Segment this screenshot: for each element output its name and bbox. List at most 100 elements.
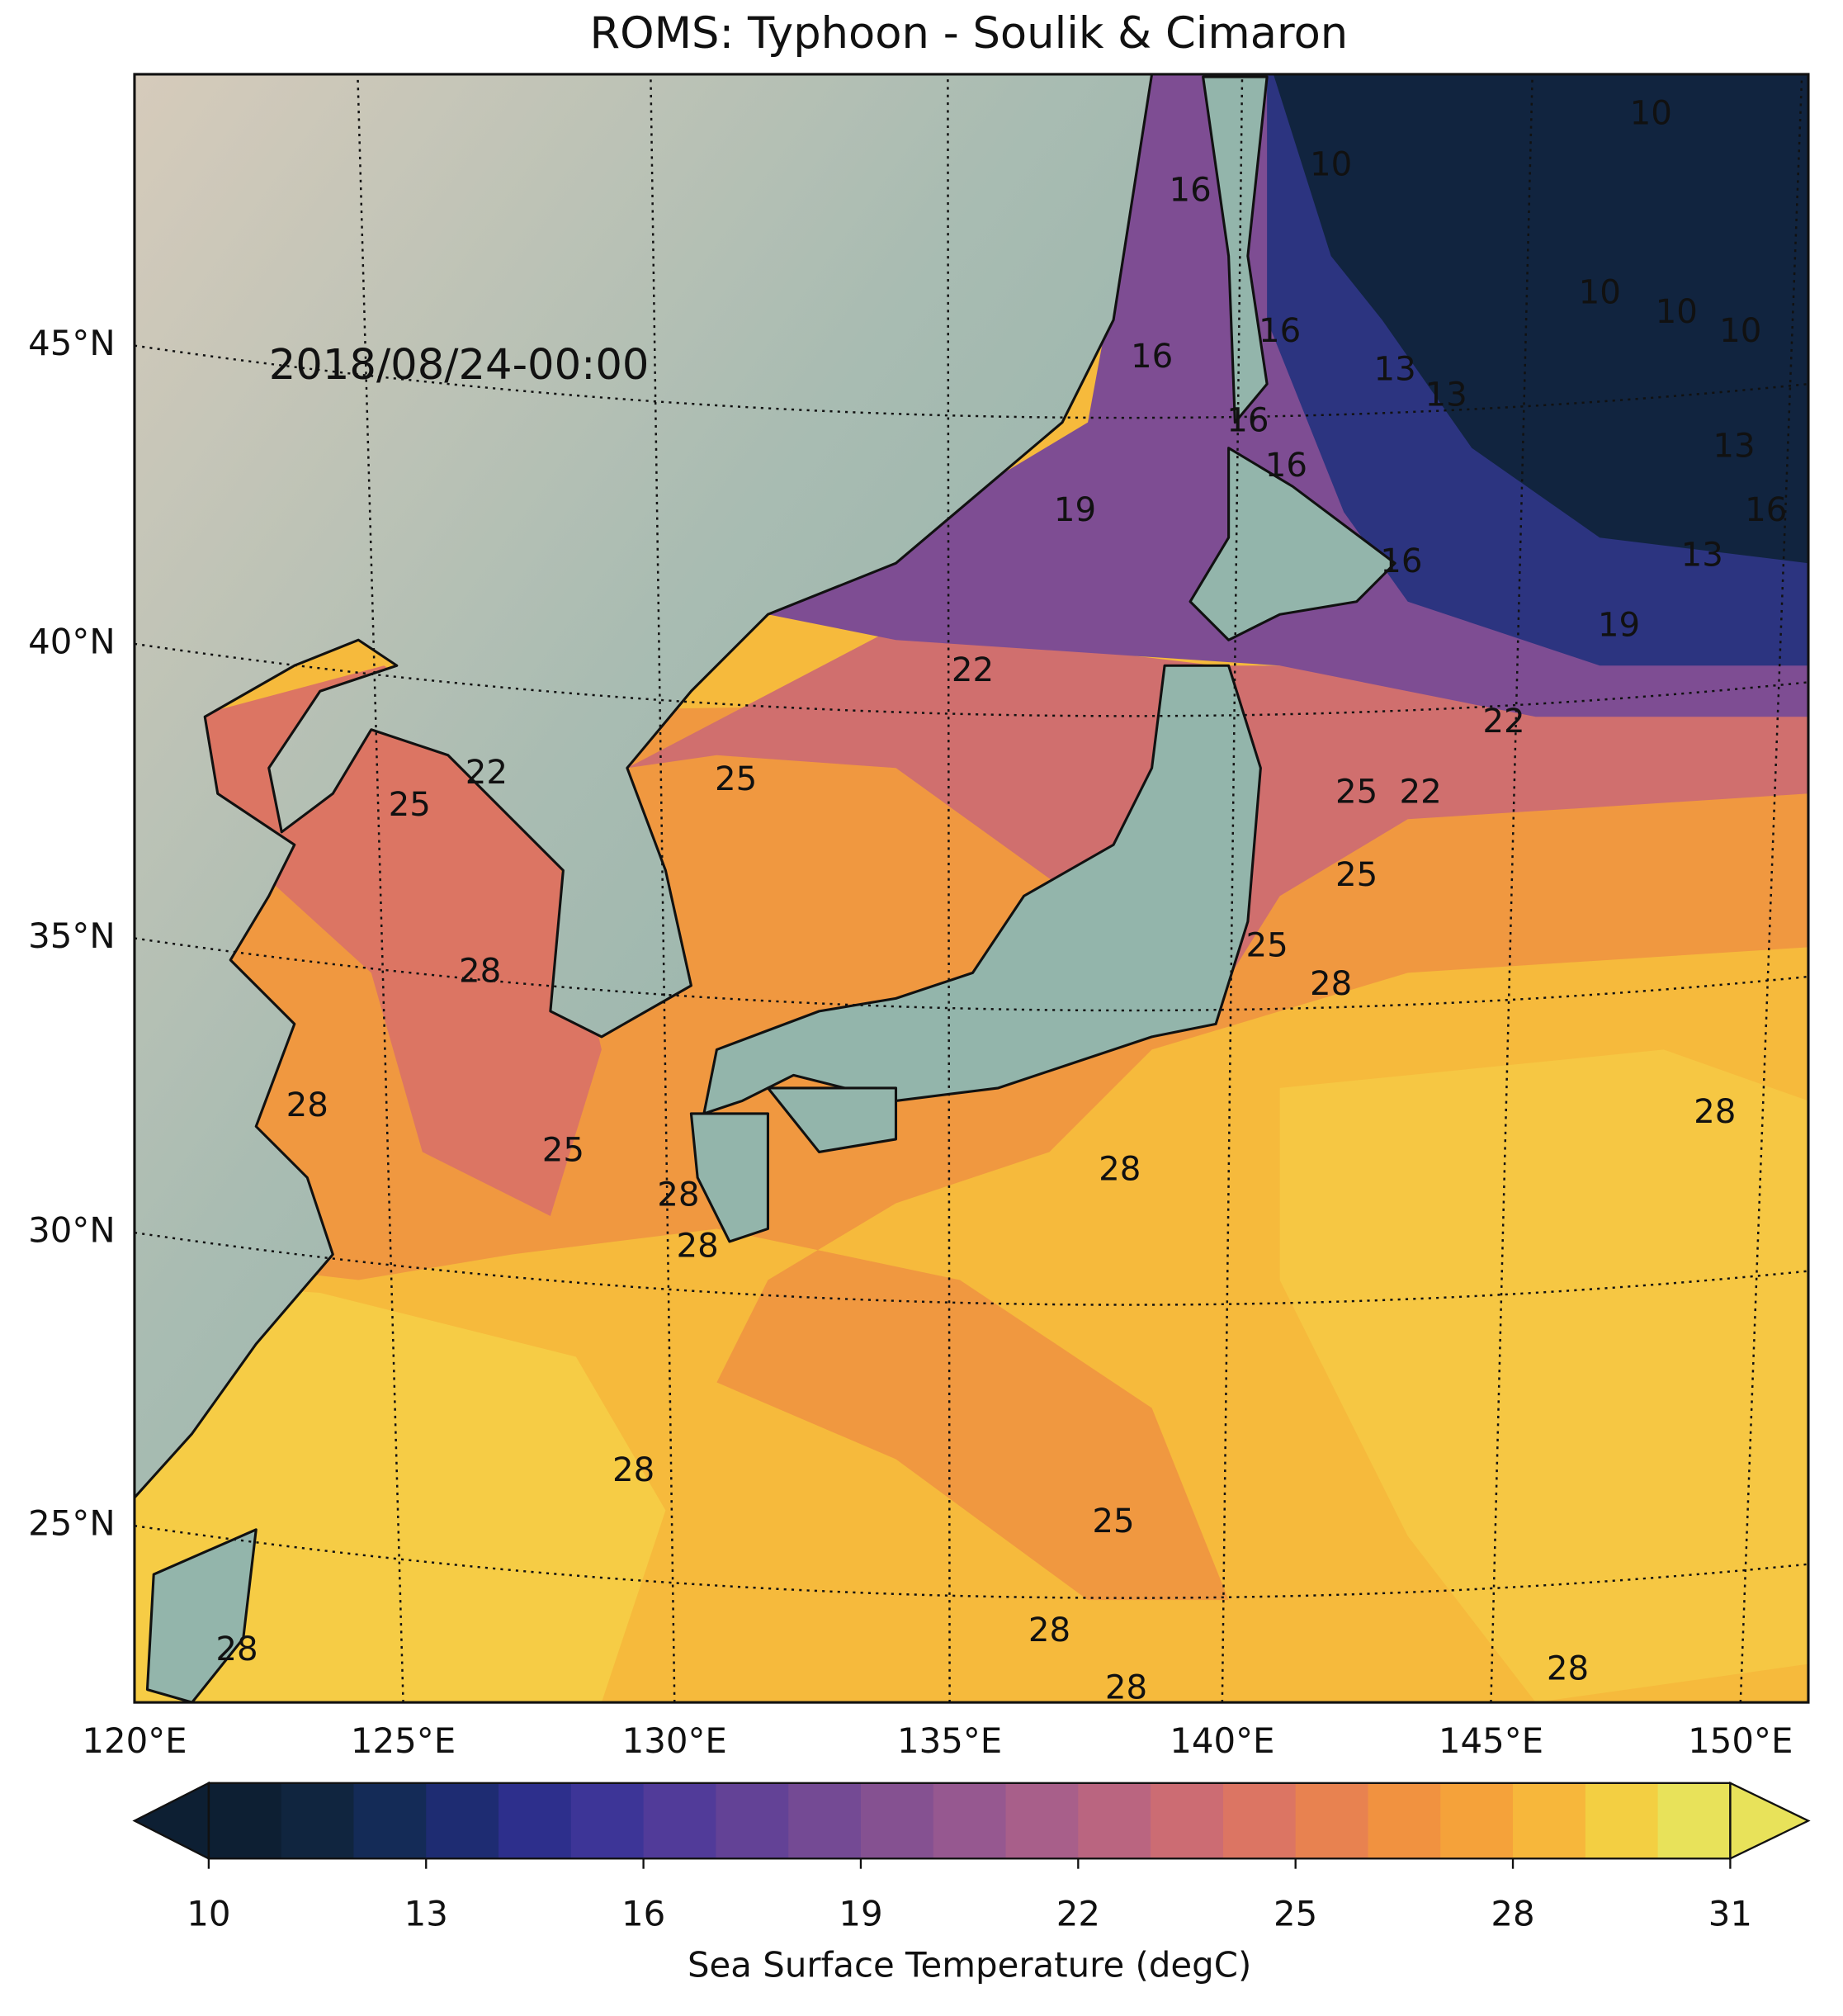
lon-label: 120°E [82,1720,187,1761]
contour-label: 13 [1425,376,1467,414]
colorbar-tick-label: 25 [1274,1894,1317,1934]
lat-label: 35°N [28,916,116,956]
contour-label: 16 [1169,171,1211,210]
land [766,1086,898,1153]
contour-label: 16 [1745,490,1787,529]
colorbar-segment [1295,1782,1369,1859]
contour-label: 13 [1713,427,1755,466]
contour-label: 28 [286,1086,328,1124]
colorbar-segment [860,1782,934,1859]
longitude-line [947,73,951,1703]
contour-label: 16 [1226,401,1269,440]
lon-label: 140°E [1170,1720,1274,1761]
colorbar-extend-low [132,1781,210,1861]
map-frame [133,73,1810,1704]
longitude-line [357,73,404,1703]
longitude-line [1739,73,1803,1703]
contour-label: 28 [1694,1092,1736,1131]
colorbar-segment [933,1782,1007,1859]
contour-label: 16 [1131,337,1173,376]
colorbar-segment [353,1782,428,1859]
contour-label: 22 [952,651,994,689]
sst-zone [1279,1049,1808,1703]
contour-label: 19 [1054,490,1096,529]
lat-label: 40°N [28,621,116,661]
contour-label: 13 [1374,350,1416,389]
contour-label: 25 [1335,855,1378,894]
contour-label: 10 [1579,273,1621,312]
contour-label: 25 [542,1130,584,1169]
contour-label: 13 [1681,535,1723,574]
contour-label: 28 [1105,1668,1147,1707]
sst-zone [134,1280,666,1703]
contour-label: 28 [1099,1150,1141,1189]
colorbar-segment [1513,1782,1586,1859]
contour-label: 25 [1335,772,1378,811]
colorbar-frame [207,1782,1732,1860]
contour-label: 16 [1265,446,1307,485]
longitude-line [650,73,676,1703]
lon-label: 135°E [897,1720,1002,1761]
contour-label: 28 [1028,1611,1070,1649]
contour-label: 28 [1310,964,1352,1003]
colorbar-tick-label: 10 [187,1894,230,1934]
contour-label: 10 [1656,292,1698,331]
colorbar-segment [716,1782,789,1859]
colorbar-extend-high [1729,1781,1811,1861]
colorbar-segment [1440,1782,1514,1859]
colorbar-segment [1151,1782,1224,1859]
contour-label: 10 [1630,94,1672,133]
contour-label: 28 [677,1227,719,1266]
contour-label: 28 [1547,1649,1589,1687]
colorbar-segment [788,1782,862,1859]
colorbar-tick-label: 16 [621,1894,665,1934]
longitude-line [1221,73,1244,1703]
colorbar-segment [1368,1782,1442,1859]
colorbar-tick-label: 19 [839,1894,882,1934]
land [1202,75,1269,424]
title: ROMS: Typhoon - Soulik & Cimaron [590,8,1349,59]
colorbar-segment [1657,1782,1732,1859]
lon-label: 150°E [1688,1720,1793,1761]
colorbar-segment [1005,1782,1080,1859]
lat-label: 25°N [28,1503,116,1544]
longitude-line [1490,73,1533,1703]
sst-zone [1273,73,1808,564]
contour-label: 28 [657,1176,699,1214]
colorbar-segment [426,1782,499,1859]
lon-label: 125°E [351,1720,456,1761]
colorbar-segment [281,1782,355,1859]
contour-label: 28 [612,1450,655,1489]
contour-label: 19 [1598,606,1640,645]
contour-label: 25 [1092,1502,1134,1540]
contour-label: 28 [215,1630,258,1668]
colorbar-segment [208,1782,282,1859]
contour-label: 22 [1482,702,1524,741]
colorbar-tick-label: 31 [1708,1894,1752,1934]
contour-label: 25 [715,760,757,798]
contour-label: 28 [459,951,501,990]
land [689,1112,769,1243]
timestamp: 2018/08/24-00:00 [269,341,650,390]
colorbar-tick-label: 28 [1491,1894,1534,1934]
contour-label: 22 [465,753,508,792]
contour-label: 22 [1400,772,1442,811]
contour-label: 10 [1310,145,1352,184]
lat-label: 45°N [28,323,116,363]
colorbar-segment [1585,1782,1659,1859]
colorbar-segment [643,1782,717,1859]
colorbar-tick-label: 22 [1056,1894,1100,1934]
colorbar-segment [570,1782,645,1859]
land [134,73,1154,1499]
contour-label: 10 [1719,311,1761,350]
contour-label: 25 [389,785,431,824]
colorbar-segment [1078,1782,1151,1859]
land [1188,447,1396,641]
colorbar-tick-label: 13 [404,1894,448,1934]
contour-label: 16 [1380,542,1422,580]
colorbar-label: Sea Surface Temperature (degC) [688,1945,1251,1985]
lon-label: 145°E [1439,1720,1543,1761]
colorbar-segment [1222,1782,1297,1859]
lon-label: 130°E [622,1720,727,1761]
